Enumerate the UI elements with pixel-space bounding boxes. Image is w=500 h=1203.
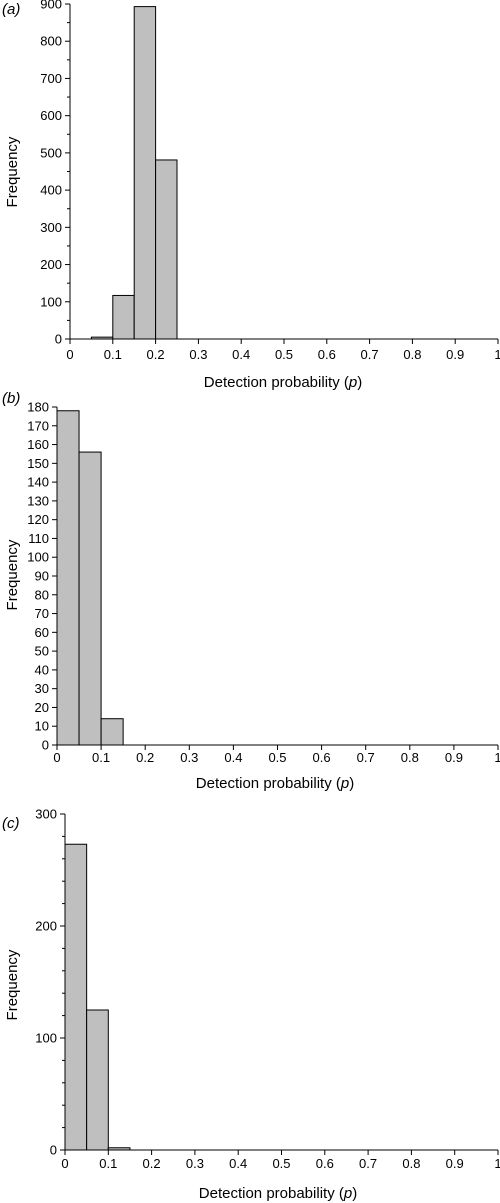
y-tick-label: 100 bbox=[27, 550, 49, 565]
x-tick-label: 0 bbox=[53, 750, 60, 765]
bar bbox=[112, 294, 135, 340]
y-tick-label: 100 bbox=[40, 294, 62, 309]
bar bbox=[86, 1009, 109, 1151]
x-tick-label: 0.3 bbox=[180, 750, 198, 765]
axes: 0 100 200 300 400 500 600 700 800 900 0 0.1 0.2 0.3 0.… bbox=[40, 0, 500, 362]
x-tick-label: 0.2 bbox=[143, 1156, 161, 1171]
x-tick-label: 0.4 bbox=[224, 750, 242, 765]
y-tick-label: 200 bbox=[35, 919, 57, 934]
y-tick-label: 300 bbox=[35, 807, 57, 822]
y-tick-label: 700 bbox=[40, 71, 62, 86]
y-axis-title: Frequency bbox=[4, 136, 21, 207]
panel-label: (c) bbox=[2, 815, 20, 832]
y-tick-label: 10 bbox=[35, 719, 49, 734]
y-tick-label: 0 bbox=[42, 738, 49, 753]
y-tick-label: 500 bbox=[40, 145, 62, 160]
x-tick-label: 0.9 bbox=[446, 1156, 464, 1171]
y-tick-label: 130 bbox=[27, 493, 49, 508]
y-tick-label: 900 bbox=[40, 0, 62, 12]
x-tick-label: 0.7 bbox=[359, 1156, 377, 1171]
x-axis-title: Detection probability (p) bbox=[196, 775, 354, 792]
x-axis-title: Detection probability (p) bbox=[204, 374, 362, 391]
x-tick-label: 0.8 bbox=[401, 750, 419, 765]
x-tick-label: 0.2 bbox=[136, 750, 154, 765]
y-tick-label: 80 bbox=[35, 587, 49, 602]
y-tick-label: 0 bbox=[50, 1143, 57, 1158]
x-tick-label: 1 bbox=[494, 750, 500, 765]
y-tick-label: 30 bbox=[35, 681, 49, 696]
bars bbox=[90, 6, 178, 340]
x-tick-label: 0.8 bbox=[403, 347, 421, 362]
y-tick-label: 180 bbox=[27, 400, 49, 415]
x-axis-title: Detection probability (p) bbox=[199, 1185, 357, 1202]
y-tick-label: 170 bbox=[27, 418, 49, 433]
x-tick-label: 0.5 bbox=[275, 347, 293, 362]
bar bbox=[78, 451, 102, 746]
bars bbox=[64, 843, 131, 1151]
x-tick-label: 0.5 bbox=[268, 750, 286, 765]
x-tick-label: 0.4 bbox=[229, 1156, 247, 1171]
panel-label: (b) bbox=[2, 390, 20, 407]
x-tick-label: 0.9 bbox=[446, 347, 464, 362]
x-tick-label: 1 bbox=[494, 347, 500, 362]
x-tick-label: 0.7 bbox=[357, 750, 375, 765]
x-tick-label: 0.7 bbox=[361, 347, 379, 362]
y-tick-label: 140 bbox=[27, 475, 49, 490]
y-tick-label: 50 bbox=[35, 644, 49, 659]
x-tick-label: 0 bbox=[66, 347, 73, 362]
x-tick-label: 0.6 bbox=[318, 347, 336, 362]
x-tick-label: 0 bbox=[61, 1156, 68, 1171]
panel-a: (a) Frequency Detection probability (p) … bbox=[2, 0, 500, 391]
y-axis-title: Frequency bbox=[4, 539, 21, 610]
x-tick-label: 0.1 bbox=[104, 347, 122, 362]
bar bbox=[56, 410, 80, 746]
x-tick-label: 0.3 bbox=[189, 347, 207, 362]
x-tick-label: 0.9 bbox=[445, 750, 463, 765]
y-tick-label: 100 bbox=[35, 1031, 57, 1046]
x-tick-label: 0.5 bbox=[272, 1156, 290, 1171]
x-tick-label: 0.2 bbox=[147, 347, 165, 362]
y-tick-label: 600 bbox=[40, 108, 62, 123]
x-tick-label: 0.1 bbox=[92, 750, 110, 765]
panel-b: (b) Frequency Detection probability (p) … bbox=[2, 390, 500, 792]
x-tick-label: 0.6 bbox=[313, 750, 331, 765]
y-tick-label: 160 bbox=[27, 437, 49, 452]
bar bbox=[100, 718, 124, 746]
bar bbox=[133, 6, 157, 340]
y-tick-label: 110 bbox=[28, 531, 49, 546]
y-tick-label: 300 bbox=[40, 220, 62, 235]
y-tick-label: 70 bbox=[35, 606, 49, 621]
y-tick-label: 150 bbox=[27, 456, 49, 471]
panel-label: (a) bbox=[2, 1, 20, 18]
bar bbox=[155, 159, 178, 340]
bars bbox=[56, 410, 124, 746]
y-tick-label: 0 bbox=[55, 332, 62, 347]
x-tick-label: 1 bbox=[494, 1156, 500, 1171]
y-tick-label: 60 bbox=[35, 625, 49, 640]
bar bbox=[64, 843, 88, 1151]
x-tick-label: 0.6 bbox=[316, 1156, 334, 1171]
x-tick-label: 0.1 bbox=[99, 1156, 117, 1171]
panel-c: (c) Frequency Detection probability (p) … bbox=[2, 807, 500, 1203]
x-tick-label: 0.3 bbox=[186, 1156, 204, 1171]
y-tick-label: 40 bbox=[35, 662, 49, 677]
y-axis-title: Frequency bbox=[4, 949, 21, 1020]
y-tick-label: 120 bbox=[27, 512, 49, 527]
y-tick-label: 20 bbox=[35, 700, 49, 715]
y-tick-label: 90 bbox=[35, 569, 49, 584]
y-tick-label: 200 bbox=[40, 257, 62, 272]
axes: 0 100 200 300 0 0.1 0.2 0.3 0.4 0.5 0.6 0.7 0.8 0.9 1 bbox=[35, 807, 500, 1172]
y-tick-label: 800 bbox=[40, 34, 62, 49]
x-tick-label: 0.8 bbox=[402, 1156, 420, 1171]
axes: 0102030405060708090100110120130140150160… bbox=[27, 400, 500, 766]
x-tick-label: 0.4 bbox=[232, 347, 250, 362]
y-tick-label: 400 bbox=[40, 183, 62, 198]
